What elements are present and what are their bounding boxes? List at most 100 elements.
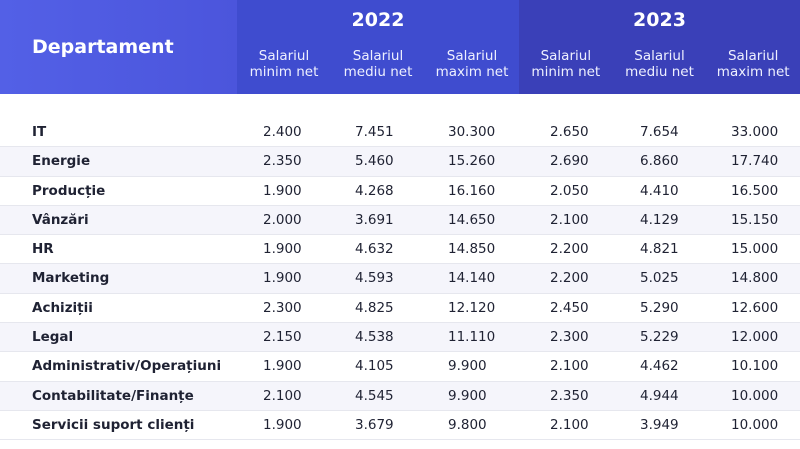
salary-cell: 14.140 — [448, 270, 496, 287]
department-name: Achiziții — [32, 299, 93, 316]
department-header-label: Departament — [32, 36, 174, 58]
table-row: Administrativ/Operațiuni 1.900 4.105 9.900 2… — [0, 352, 800, 382]
salary-cell: 7.451 — [355, 124, 394, 140]
salary-cell: 3.949 — [640, 416, 679, 433]
salary-cell: 2.300 — [550, 329, 589, 346]
salary-cell: 14.850 — [448, 241, 496, 258]
department-name: Legal — [32, 329, 74, 346]
salary-cell: 4.410 — [640, 182, 679, 199]
salary-cell: 4.821 — [640, 241, 679, 258]
salary-cell: 4.944 — [640, 387, 679, 404]
table-row: Contabilitate/Finanțe 2.100 4.545 9.900 2.35… — [0, 381, 800, 411]
salary-cell: 14.800 — [731, 270, 779, 287]
salary-cell: 4.593 — [355, 270, 394, 287]
salary-cell: 4.632 — [355, 241, 394, 258]
salary-cell: 1.900 — [263, 358, 302, 375]
salary-cell: 2.100 — [550, 416, 589, 433]
column-header-min: Salariul minim net — [249, 48, 319, 80]
salary-cell: 1.900 — [263, 182, 302, 199]
salary-cell: 10.000 — [731, 387, 779, 404]
column-header-avg: Salariul mediu net — [625, 48, 694, 80]
salary-cell: 14.650 — [448, 211, 496, 228]
salary-cell: 15.260 — [448, 153, 496, 170]
salary-cell: 2.350 — [263, 153, 302, 170]
salary-cell: 1.900 — [263, 270, 302, 287]
salary-cell: 9.900 — [448, 358, 487, 375]
salary-cell: 2.300 — [263, 299, 302, 316]
salary-cell: 4.825 — [355, 299, 394, 316]
salary-cell: 9.900 — [448, 387, 487, 404]
salary-cell: 2.100 — [550, 211, 589, 228]
salary-cell: 2.100 — [550, 358, 589, 375]
column-header-min: Salariul minim net — [531, 48, 601, 80]
table-row: Legal 2.150 4.538 11.110 2.300 5.229 12.000 — [0, 323, 800, 353]
department-name: Producție — [32, 182, 106, 199]
salary-cell: 30.300 — [448, 124, 496, 140]
department-name: HR — [32, 241, 54, 258]
salary-cell: 6.860 — [640, 153, 679, 170]
salary-cell: 2.000 — [263, 211, 302, 228]
table-row: Producție 1.900 4.268 16.160 2.050 4.410 16.50… — [0, 177, 800, 206]
table-row: Servicii suport clienți 1.900 3.679 9.800 2.… — [0, 411, 800, 441]
salary-cell: 4.538 — [355, 329, 394, 346]
sub-column-headers: Salariul minim net Salariul mediu net Sala… — [519, 48, 800, 80]
salary-cell: 4.545 — [355, 387, 394, 404]
salary-cell: 17.740 — [731, 153, 779, 170]
department-column-header: Departament — [0, 0, 237, 94]
salary-cell: 2.690 — [550, 153, 589, 170]
salary-cell: 3.679 — [355, 416, 394, 433]
department-name: Vânzări — [32, 211, 89, 228]
table-row: IT 2.400 7.451 30.300 2.650 7.654 33.000 — [0, 118, 800, 148]
salary-cell: 16.160 — [448, 182, 496, 199]
salary-cell: 2.150 — [263, 329, 302, 346]
salary-cell: 15.000 — [731, 241, 779, 258]
year-title: 2023 — [633, 9, 686, 31]
column-header-max: Salariul maxim net — [435, 48, 509, 80]
salary-cell: 2.050 — [550, 182, 589, 199]
table-body: IT 2.400 7.451 30.300 2.650 7.654 33.000 Energi… — [0, 118, 800, 441]
department-name: Administrativ/Operațiuni — [32, 358, 222, 375]
department-name: Servicii suport clienți — [32, 416, 195, 433]
department-name: Energie — [32, 153, 91, 170]
department-name: IT — [32, 124, 47, 140]
column-header-max: Salariul maxim net — [716, 48, 790, 80]
salary-cell: 12.120 — [448, 299, 496, 316]
salary-cell: 15.150 — [731, 211, 779, 228]
salary-cell: 2.200 — [550, 241, 589, 258]
salary-cell: 5.025 — [640, 270, 679, 287]
salary-cell: 5.229 — [640, 329, 679, 346]
department-name: Marketing — [32, 270, 110, 287]
salary-cell: 11.110 — [448, 329, 496, 346]
salary-cell: 9.800 — [448, 416, 487, 433]
year-group-2022: 2022 Salariul minim net Salariul mediu net… — [237, 0, 519, 94]
salary-cell: 33.000 — [731, 124, 779, 140]
table-row: Marketing 1.900 4.593 14.140 2.200 5.025 14.80… — [0, 264, 800, 294]
salary-cell: 2.450 — [550, 299, 589, 316]
column-header-avg: Salariul mediu net — [343, 48, 413, 80]
salary-cell: 4.105 — [355, 358, 394, 375]
salary-cell: 2.200 — [550, 270, 589, 287]
salary-cell: 4.129 — [640, 211, 679, 228]
salary-cell: 2.400 — [263, 124, 302, 140]
salary-cell: 16.500 — [731, 182, 779, 199]
salary-cell: 7.654 — [640, 124, 679, 140]
salary-cell: 12.600 — [731, 299, 779, 316]
sub-column-headers: Salariul minim net Salariul mediu net Sala… — [237, 48, 519, 80]
salary-cell: 12.000 — [731, 329, 779, 346]
salary-cell: 2.650 — [550, 124, 589, 140]
salary-cell: 5.460 — [355, 153, 394, 170]
table-row: Energie 2.350 5.460 15.260 2.690 6.860 17.740 — [0, 147, 800, 177]
salary-cell: 4.268 — [355, 182, 394, 199]
table-header: Departament 2022 Salariul minim net Salar… — [0, 0, 800, 94]
salary-cell: 2.350 — [550, 387, 589, 404]
salary-cell: 2.100 — [263, 387, 302, 404]
table-row: Vânzări 2.000 3.691 14.650 2.100 4.129 15.150 — [0, 205, 800, 236]
salary-cell: 5.290 — [640, 299, 679, 316]
salary-cell: 10.100 — [731, 358, 779, 375]
salary-cell: 4.462 — [640, 358, 679, 375]
year-group-2023: 2023 Salariul minim net Salariul mediu net… — [519, 0, 800, 94]
salary-cell: 3.691 — [355, 211, 394, 228]
table-row: HR 1.900 4.632 14.850 2.200 4.821 15.000 — [0, 235, 800, 265]
department-name: Contabilitate/Finanțe — [32, 387, 194, 404]
